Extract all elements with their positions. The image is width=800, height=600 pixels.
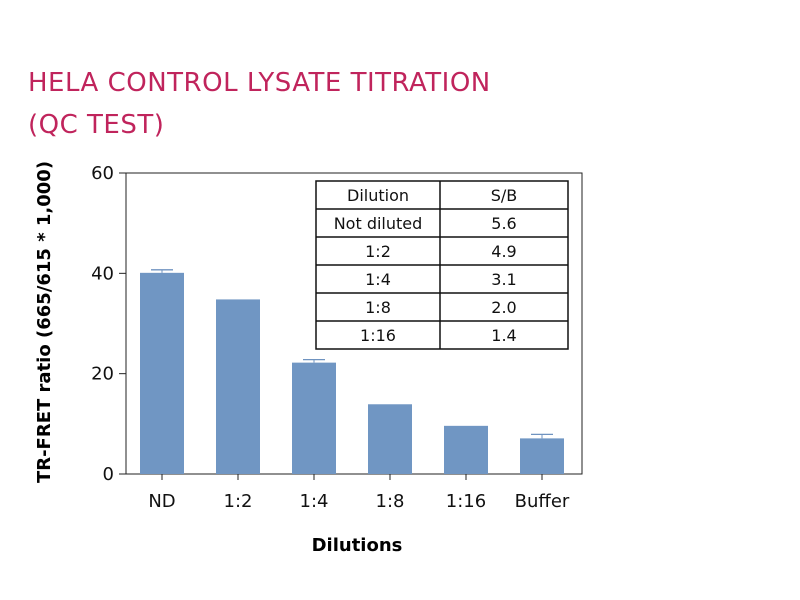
- x-tick-label: 1:2: [224, 491, 253, 512]
- table-cell: 4.9: [491, 242, 516, 261]
- x-tick-label: 1:16: [446, 491, 486, 512]
- chart-title-line-2: (QC TEST): [28, 110, 165, 140]
- table-cell: 1.4: [491, 326, 516, 345]
- table-header-cell: Dilution: [347, 186, 409, 205]
- sb-table: Dilution S/B Not diluted 5.6 1:2 4.9 1:4 3.1 1:8…: [315, 180, 569, 350]
- bar: [292, 362, 336, 474]
- table-header-cell: S/B: [491, 186, 518, 205]
- x-axis-label: Dilutions: [312, 535, 403, 556]
- table-cell: 1:16: [360, 326, 396, 345]
- table-cell: Not diluted: [334, 214, 423, 233]
- table-cell: 2.0: [491, 298, 516, 317]
- bar: [368, 404, 412, 474]
- x-tick-label: Buffer: [515, 491, 570, 512]
- bar: [520, 438, 564, 474]
- table-cell: 1:8: [365, 298, 391, 317]
- y-axis-label: TR-FRET ratio (665/615 * 1,000): [34, 161, 55, 483]
- table-cell: 3.1: [491, 270, 516, 289]
- y-tick-label: 20: [91, 364, 114, 385]
- chart-title-line-1: HELA CONTROL LYSATE TITRATION: [28, 68, 491, 98]
- y-tick-label: 0: [103, 464, 114, 485]
- plot-area: 0 20 40 60 ND 1:2 1:4 1:8 1:16 Buffer: [91, 163, 583, 512]
- y-tick-label: 60: [91, 163, 114, 184]
- table-cell: 5.6: [491, 214, 516, 233]
- y-tick-label: 40: [91, 263, 114, 284]
- bar: [140, 272, 184, 474]
- bar: [444, 425, 488, 474]
- bar: [216, 299, 260, 474]
- plot-frame: [125, 172, 583, 475]
- y-axis-label-group: TR-FRET ratio (665/615 * 1,000): [34, 161, 55, 483]
- x-tick-label: 1:4: [300, 491, 329, 512]
- x-tick-label: ND: [148, 491, 175, 512]
- table-cell: 1:2: [365, 242, 391, 261]
- x-tick-label: 1:8: [376, 491, 405, 512]
- chart-title: HELA CONTROL LYSATE TITRATION (QC TEST): [28, 62, 491, 146]
- table-cell: 1:4: [365, 270, 391, 289]
